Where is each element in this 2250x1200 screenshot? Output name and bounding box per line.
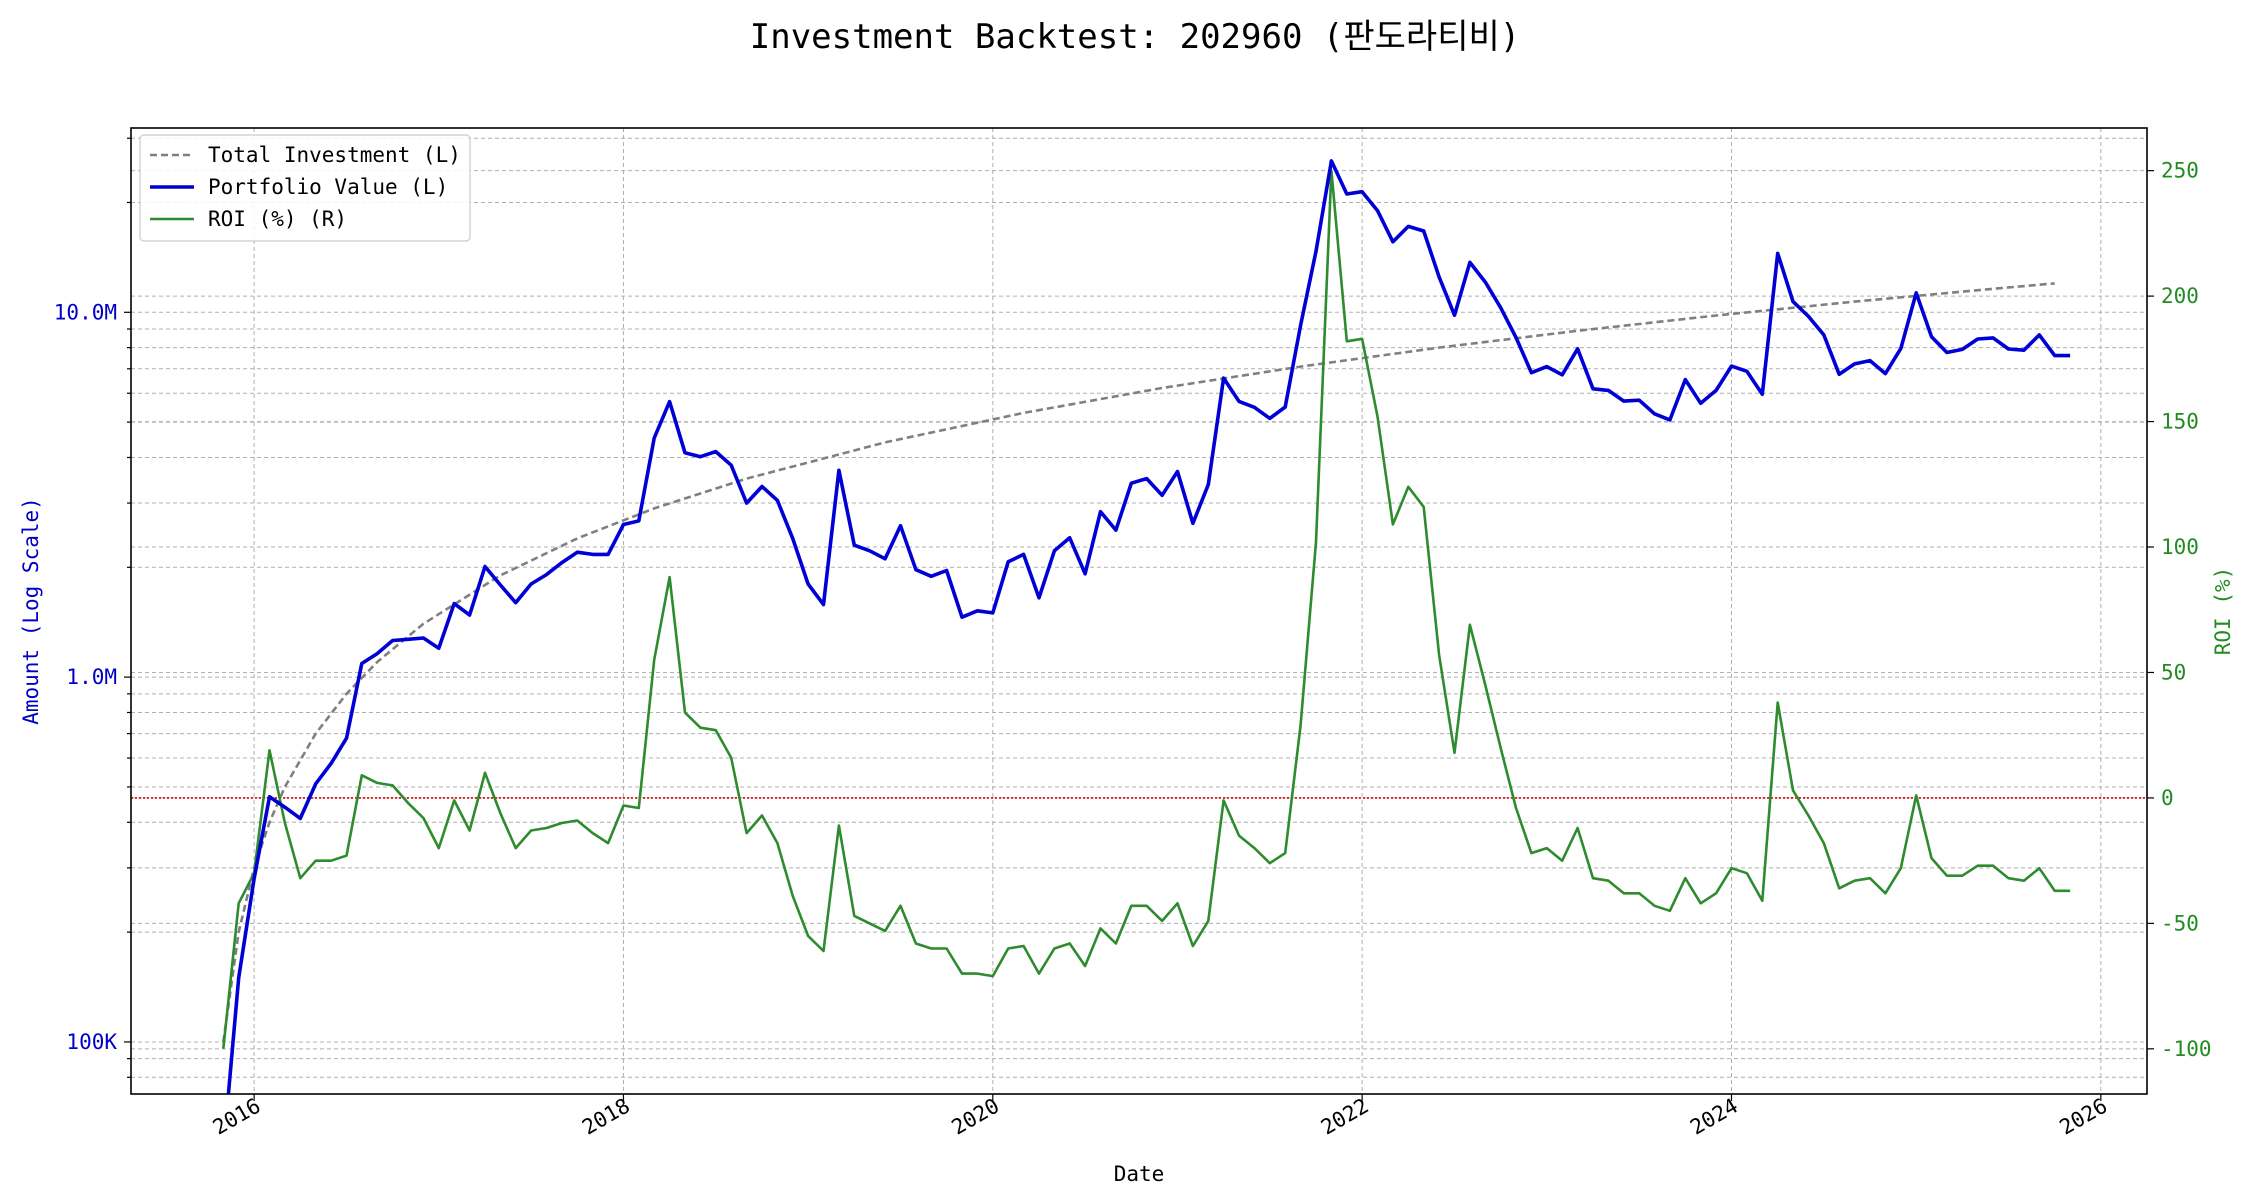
right-axis-tick-label: 0 (2161, 786, 2174, 810)
x-axis-tick-label: 2026 (2056, 1094, 2112, 1140)
x-axis-label: Date (1114, 1162, 1165, 1186)
series-roi-line (222, 169, 2071, 1049)
legend: Total Investment (L) Portfolio Value (L)… (139, 134, 471, 242)
right-axis-tick-label: 50 (2161, 660, 2186, 684)
right-axis-tick-label: 100 (2161, 535, 2199, 559)
series-total-investment-line (222, 282, 2055, 1043)
x-axis-tick-label: 2022 (1317, 1094, 1373, 1140)
y-right-axis-label: ROI (%) (2211, 567, 2235, 656)
x-axis-tick-label: 2016 (209, 1094, 265, 1140)
legend-label-portfolio-value: Portfolio Value (L) (208, 175, 448, 199)
legend-box (139, 134, 471, 242)
x-axis-tick-label: 2024 (1686, 1094, 1742, 1140)
series-portfolio-value-line (226, 159, 2071, 1094)
plot-series (222, 159, 2071, 1094)
x-axis-tick-label: 2020 (947, 1094, 1003, 1140)
plot-frame (130, 127, 2148, 1095)
right-axis-tick-label: -100 (2161, 1037, 2212, 1061)
right-axis-tick-label: 150 (2161, 410, 2199, 434)
left-axis-tick-label: 10.0M (54, 300, 117, 324)
left-axis-tick-label: 1.0M (66, 665, 117, 689)
left-axis-tick-label: 100K (66, 1030, 117, 1054)
chart-title: Investment Backtest: 202960 (판도라티비) (750, 17, 1521, 57)
x-axis-tick-label: 2018 (578, 1094, 634, 1140)
y-left-axis-label: Amount (Log Scale) (19, 497, 43, 725)
right-axis-tick-label: 200 (2161, 284, 2199, 308)
legend-label-roi: ROI (%) (R) (208, 207, 347, 231)
grid (131, 128, 2147, 1094)
right-axis-tick-label: -50 (2161, 911, 2199, 935)
legend-label-total-investment: Total Investment (L) (208, 143, 461, 167)
axes: -100 -50 0 50 100 150 200 250 100K 1.0M 10.0M 2016 2… (54, 137, 2212, 1140)
right-axis-tick-label: 250 (2161, 159, 2199, 183)
